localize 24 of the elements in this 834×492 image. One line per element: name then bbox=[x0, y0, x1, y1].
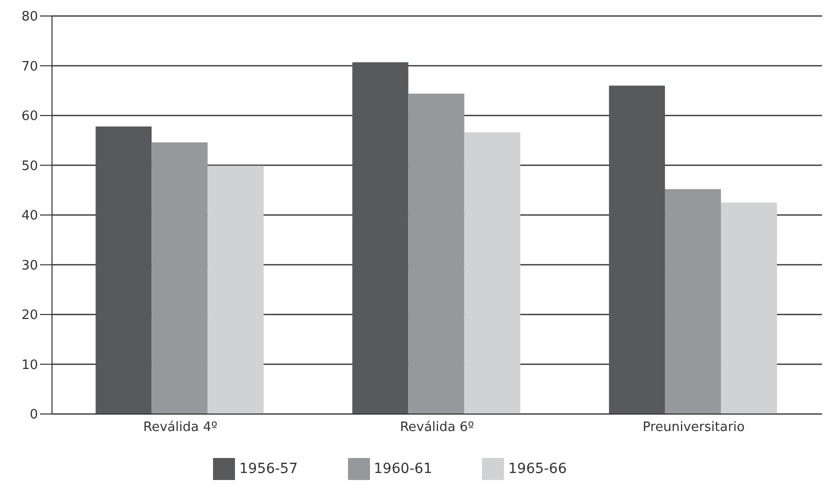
bar bbox=[152, 142, 208, 414]
x-tick-label: Reválida 4º bbox=[143, 420, 218, 436]
bar bbox=[408, 94, 464, 414]
y-tick-label: 0 bbox=[30, 408, 38, 423]
y-tick-label: 70 bbox=[21, 59, 38, 74]
y-tick-label: 80 bbox=[21, 10, 38, 25]
y-tick-label: 30 bbox=[21, 258, 38, 274]
bar bbox=[664, 189, 721, 414]
y-tick-label: 40 bbox=[21, 208, 38, 224]
bar bbox=[464, 132, 520, 414]
y-tick-label: 60 bbox=[21, 109, 38, 124]
bar bbox=[208, 166, 264, 414]
bar bbox=[720, 202, 777, 414]
legend-label: 1956-57 bbox=[239, 460, 298, 477]
x-tick-label: Reválida 6º bbox=[400, 420, 474, 436]
legend-label: 1960-61 bbox=[374, 460, 432, 477]
bar bbox=[608, 86, 665, 414]
legend-label: 1965-66 bbox=[508, 460, 567, 477]
y-tick-label: 10 bbox=[21, 358, 38, 373]
y-tick-label: 50 bbox=[21, 158, 38, 174]
x-tick-label: Preuniversitario bbox=[642, 420, 745, 436]
y-tick-label: 20 bbox=[21, 308, 38, 324]
bar bbox=[96, 126, 152, 414]
bar bbox=[352, 62, 408, 414]
